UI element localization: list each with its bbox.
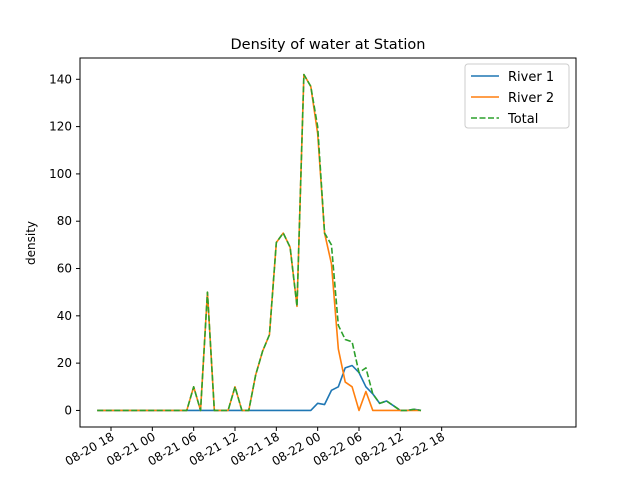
legend-label: Total: [507, 112, 538, 127]
legend-label: River 1: [508, 70, 554, 85]
legend-box: [464, 63, 570, 129]
y-tick-label: 120: [49, 120, 72, 134]
y-tick-label: 0: [64, 403, 72, 417]
plot-area: [97, 73, 422, 412]
legend-label: River 2: [508, 91, 554, 106]
y-tick-label: 60: [57, 262, 72, 276]
y-tick-label: 40: [57, 309, 72, 323]
series-line-total: [97, 73, 422, 412]
legend: River 1 River 2 Total: [464, 63, 570, 129]
y-tick-label: 140: [49, 72, 72, 86]
axes-frame: [79, 57, 577, 428]
y-axis-label: density: [24, 221, 38, 265]
chart-title: Density of water at Station: [231, 37, 426, 53]
y-tick-label: 100: [49, 167, 72, 181]
y-tick-label: 20: [57, 356, 72, 370]
y-tick-label: 80: [57, 214, 72, 228]
